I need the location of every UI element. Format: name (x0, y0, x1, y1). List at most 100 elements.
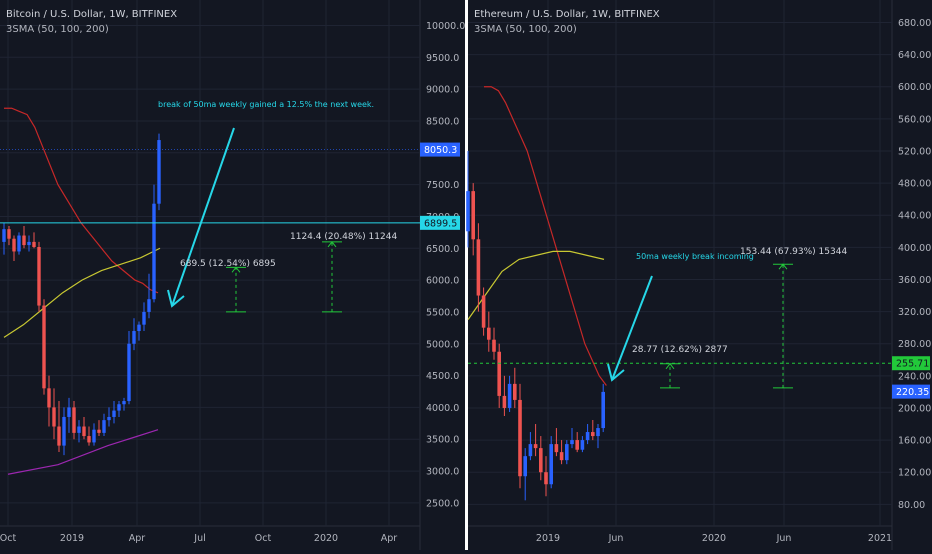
annotation-arrow (611, 275, 653, 381)
reference-price-tag-text: 6899.5 (424, 218, 457, 229)
measure-arrowhead (327, 241, 337, 248)
sma-200-line (7, 429, 159, 475)
btc-time-axis[interactable]: Oct 2019 Apr Jul Oct 2020 Apr (0, 533, 397, 544)
measure-arrowhead (778, 263, 788, 270)
y-tick-label: 5500.0 (426, 307, 459, 318)
y-tick-label: 280.00 (898, 339, 931, 350)
y-tick-label: 6000.0 (426, 276, 459, 287)
y-tick-label: 440.00 (898, 211, 931, 222)
candle-body (565, 444, 569, 461)
candle-body (152, 203, 156, 300)
sma-100-line (3, 247, 161, 338)
last-price-tag-text: 220.35 (896, 387, 929, 398)
candle-body (2, 229, 6, 242)
eth-measure-label-1[interactable]: 28.77 (12.62%) 2877 (632, 345, 728, 355)
btc-annotation-text[interactable]: break of 50ma weekly gained a 12.5% the … (158, 100, 374, 109)
candle-body (528, 444, 533, 457)
candle-body (147, 299, 151, 312)
eth-measure-label-2[interactable]: 153.44 (67.93%) 15344 (740, 247, 847, 257)
candle-body (77, 426, 81, 433)
candle-body (559, 452, 564, 461)
candle-body (32, 241, 36, 247)
reference-price-tag (892, 356, 930, 371)
btc-measure-label-1[interactable]: 689.5 (12.54%) 6895 (180, 259, 276, 269)
candle-body (507, 383, 512, 408)
candle-body (497, 351, 501, 396)
btc-indicator-label: 3SMA (50, 100, 200) (6, 24, 109, 35)
candle-body (132, 331, 136, 344)
candle-body (476, 239, 481, 296)
candle-body (523, 456, 527, 477)
x-tick-label: Jun (608, 533, 624, 544)
candle-body (539, 448, 543, 473)
arrow-head (167, 289, 185, 308)
candle-body (67, 407, 71, 417)
sma-100-line (467, 250, 605, 320)
candle-body (17, 235, 21, 252)
annotation-arrow (171, 127, 235, 307)
eth-sma-lines (467, 86, 607, 386)
x-tick-label: 2019 (60, 533, 84, 544)
candle-body (471, 191, 475, 240)
candle-body (570, 440, 574, 445)
candle-body (7, 229, 11, 239)
reference-price-tag (420, 215, 460, 230)
y-tick-label: 10000.0 (426, 21, 465, 32)
x-tick-label: Oct (0, 533, 16, 544)
candle-body (513, 383, 517, 400)
y-tick-label: 560.00 (898, 114, 931, 125)
candle-body (112, 410, 116, 417)
candle-body (47, 388, 51, 408)
y-tick-label: 9500.0 (426, 53, 459, 64)
y-tick-label: 8500.0 (426, 116, 459, 127)
measure-arrowhead (665, 362, 675, 370)
btc-overlays (0, 127, 420, 313)
pane-divider[interactable] (465, 0, 468, 550)
candle-body (87, 436, 91, 443)
x-tick-label: 2021 (868, 533, 892, 544)
candle-body (52, 407, 56, 427)
btc-measure-label-2[interactable]: 1124.4 (20.48%) 11244 (290, 232, 397, 242)
x-tick-label: Oct (255, 533, 272, 544)
candle-body (585, 432, 590, 441)
x-tick-label: 2020 (702, 533, 726, 544)
x-tick-label: 2020 (314, 533, 338, 544)
btc-candles (2, 133, 161, 456)
y-tick-label: 200.00 (898, 403, 931, 414)
y-tick-label: 3000.0 (426, 467, 459, 478)
eth-candles (466, 150, 605, 501)
candle-body (466, 191, 470, 232)
candle-body (580, 440, 585, 450)
candle-body (533, 444, 538, 449)
eth-overlays (468, 263, 892, 389)
candle-body (487, 327, 491, 340)
x-tick-label: Apr (129, 533, 146, 544)
candle-body (142, 311, 146, 325)
y-tick-label: 680.00 (898, 18, 931, 29)
y-tick-label: 3500.0 (426, 435, 459, 446)
candle-body (554, 444, 559, 453)
candle-body (549, 444, 553, 485)
y-tick-label: 160.00 (898, 436, 931, 447)
y-tick-label: 320.00 (898, 307, 931, 318)
eth-price-axis[interactable]: 80.00 120.00 160.00 200.00 240.00 280.00 320.0… (898, 18, 931, 511)
y-tick-label: 7500.0 (426, 180, 459, 191)
y-tick-label: 600.00 (898, 82, 931, 93)
candle-body (591, 432, 595, 437)
candle-body (518, 399, 522, 477)
eth-annotation-text[interactable]: 50ma weekly break incoming (636, 252, 754, 261)
y-tick-label: 4500.0 (426, 371, 459, 382)
y-tick-label: 9000.0 (426, 85, 459, 96)
eth-grid (468, 0, 893, 550)
y-tick-label: 2500.0 (426, 498, 459, 509)
btc-chart-pane[interactable]: Bitcoin / U.S. Dollar, 1W, BITFINEX 3SMA… (0, 0, 465, 550)
candle-body (22, 235, 26, 246)
eth-chart-pane[interactable]: Ethereum / U.S. Dollar, 1W, BITFINEX 3SM… (466, 0, 931, 550)
eth-chart-title: Ethereum / U.S. Dollar, 1W, BITFINEX (474, 9, 660, 20)
candle-body (157, 140, 161, 204)
y-tick-label: 6500.0 (426, 244, 459, 255)
arrow-head (607, 363, 625, 382)
eth-time-axis[interactable]: 2019 Jun 2020 Jun 2021 (536, 533, 892, 544)
